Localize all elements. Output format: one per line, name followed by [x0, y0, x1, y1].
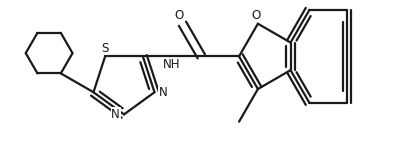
Text: O: O	[175, 9, 184, 22]
Text: S: S	[102, 42, 109, 55]
Text: N: N	[158, 86, 167, 99]
Text: NH: NH	[163, 58, 181, 71]
Text: O: O	[251, 9, 261, 22]
Text: N: N	[111, 108, 120, 121]
